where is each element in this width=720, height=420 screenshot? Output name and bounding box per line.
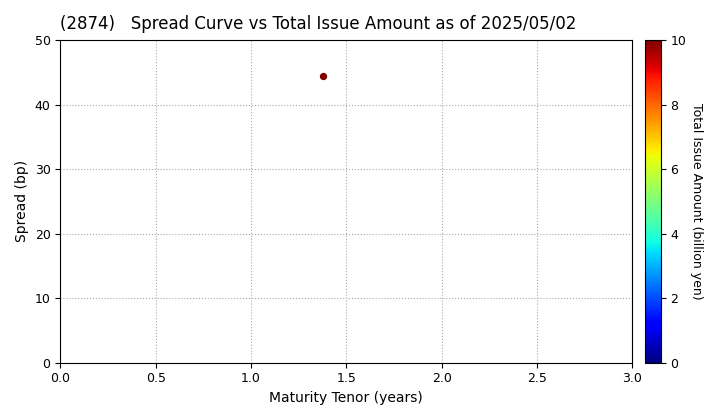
Y-axis label: Total Issue Amount (billion yen): Total Issue Amount (billion yen) <box>690 103 703 300</box>
Text: (2874)   Spread Curve vs Total Issue Amount as of 2025/05/02: (2874) Spread Curve vs Total Issue Amoun… <box>60 15 577 33</box>
Y-axis label: Spread (bp): Spread (bp) <box>15 160 29 242</box>
X-axis label: Maturity Tenor (years): Maturity Tenor (years) <box>269 391 423 405</box>
Point <box>318 72 329 79</box>
